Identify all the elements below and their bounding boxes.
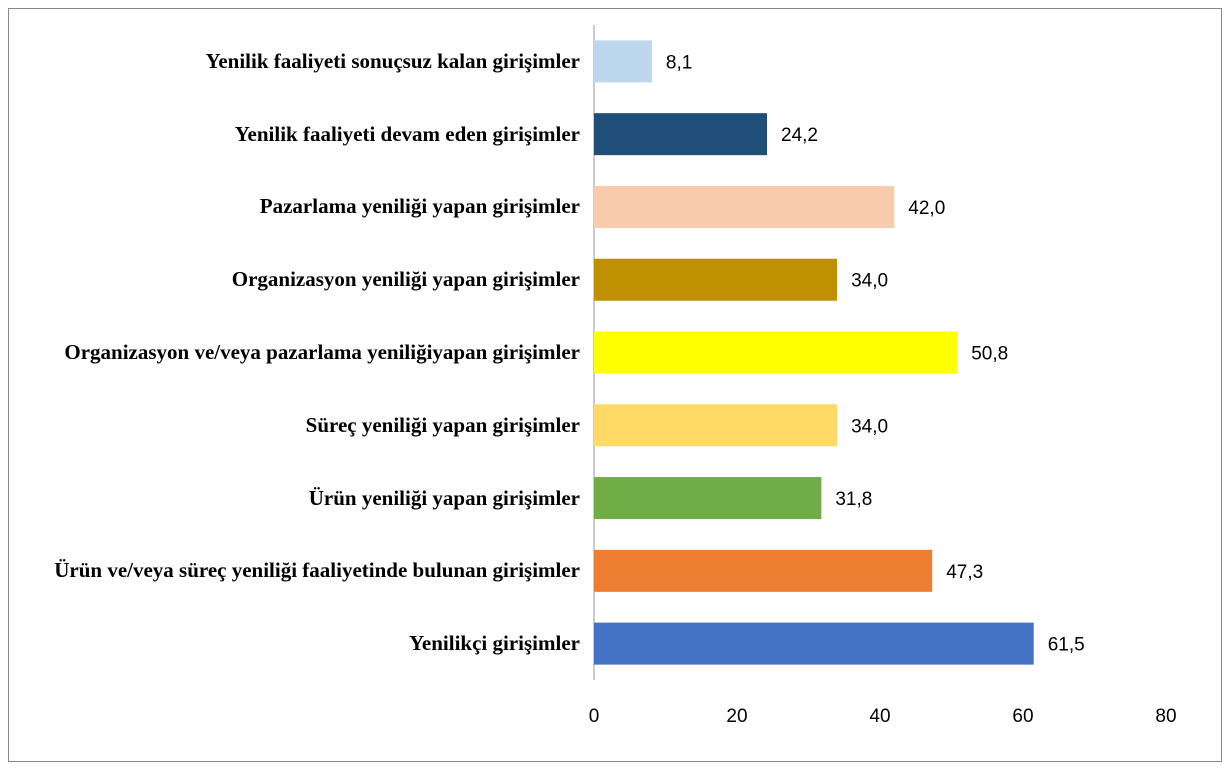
value-label: 31,8 (835, 489, 872, 510)
category-text: Ürün ve/veya süreç yeniliği faaliyetinde… (54, 558, 580, 583)
bar (594, 185, 895, 228)
x-tick-label: 0 (589, 706, 600, 727)
value-label: 47,3 (946, 562, 983, 583)
category-label: Yenilik faaliyeti sonuçsuz kalan girişim… (20, 21, 580, 101)
chart-border (8, 8, 1222, 762)
x-tick-label: 20 (726, 706, 747, 727)
category-label: Ürün ve/veya süreç yeniliği faaliyetinde… (20, 531, 580, 611)
bar (594, 404, 838, 447)
category-text: Yenilikçi girişimler (409, 631, 580, 656)
bar (594, 331, 958, 374)
category-text: Organizasyon ve/veya pazarlama yeniliğiy… (64, 340, 580, 364)
category-text: Ürün yeniliği yapan girişimler (308, 485, 580, 510)
category-text: Yenilik faaliyeti devam eden girişimler (234, 121, 580, 146)
category-text: Süreç yeniliği yapan girişimler (305, 412, 580, 437)
x-tick-label: 60 (1012, 706, 1033, 727)
value-label: 24,2 (781, 125, 818, 146)
category-text: Organizasyon yeniliği yapan girişimler (231, 267, 580, 292)
category-label: Ürün yeniliği yapan girişimler (20, 458, 580, 538)
category-label: Organizasyon yeniliği yapan girişimler (20, 240, 580, 320)
category-label: Pazarlama yeniliği yapan girişimler (20, 167, 580, 247)
value-label: 50,8 (971, 344, 1008, 365)
bar (594, 549, 933, 592)
bar (594, 477, 822, 520)
bar (594, 40, 652, 83)
value-label: 34,0 (851, 271, 888, 292)
value-label: 8,1 (666, 52, 692, 73)
category-label: Yenilikçi girişimler (20, 604, 580, 684)
category-text: Pazarlama yeniliği yapan girişimler (259, 194, 580, 219)
category-text: Yenilik faaliyeti sonuçsuz kalan girişim… (205, 48, 580, 73)
x-tick-label: 80 (1155, 706, 1176, 727)
category-label: Organizasyon ve/veya pazarlama yeniliğiy… (20, 313, 580, 393)
value-label: 61,5 (1048, 635, 1085, 656)
bar (594, 622, 1034, 665)
value-label: 42,0 (908, 198, 945, 219)
category-label: Yenilik faaliyeti devam eden girişimler (20, 94, 580, 174)
value-label: 34,0 (851, 416, 888, 437)
category-label: Süreç yeniliği yapan girişimler (20, 385, 580, 465)
x-tick-label: 40 (869, 706, 890, 727)
bar (594, 258, 838, 301)
bar (594, 113, 768, 156)
